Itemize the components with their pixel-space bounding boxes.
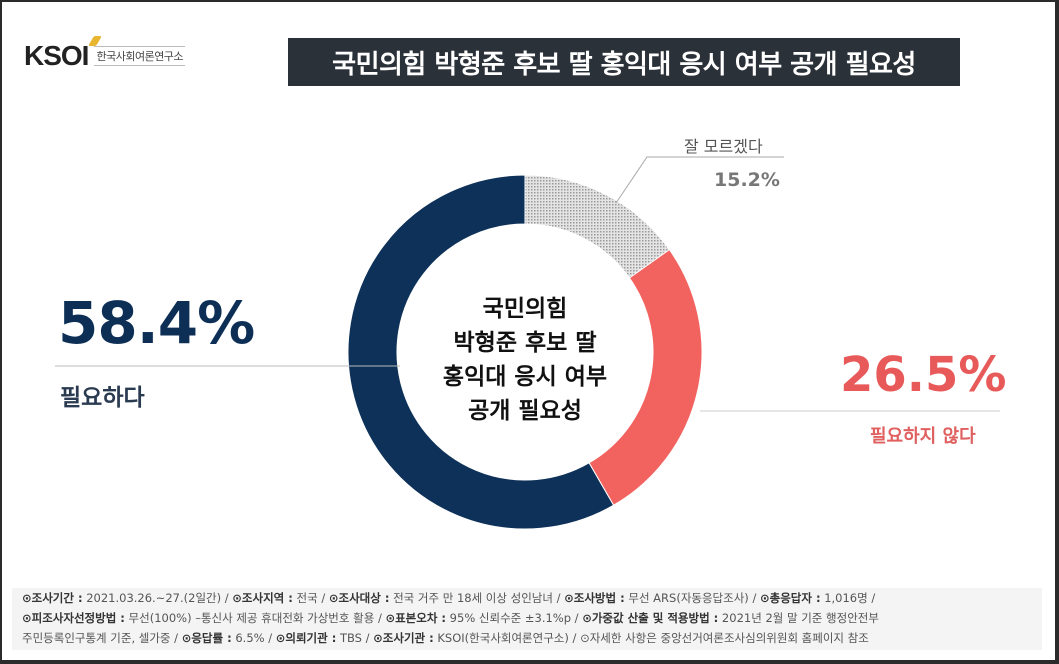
needed-percent: 58.4% [58,289,255,357]
survey-footnote: ⊙조사기간 : 2021.03.26.~27.(2일간) / ⊙조사지역 : 전… [12,588,1042,650]
center-line-4: 공개 필요성 [468,398,582,424]
needed-label: 필요하다 [60,385,145,411]
footnote-line-2: ⊙피조사자선정방법 : 무선(100%) –통신사 제공 휴대전화 가상번호 활… [22,611,879,625]
center-line-1: 국민의힘 [482,296,568,322]
ksoi-logo: KSOI 한국사회여론연구소 [24,36,186,72]
center-line-2: 박형준 후보 딸 [453,330,597,356]
dont-know-percent: 15.2% [714,169,780,191]
not-needed-label: 필요하지 않다 [870,426,976,447]
donut-center-label: 국민의힘 박형준 후보 딸 홍익대 응시 여부 공개 필요성 [405,292,645,428]
donut-slices [347,174,703,530]
footnote-line-1: ⊙조사기간 : 2021.03.26.~27.(2일간) / ⊙조사지역 : 전… [22,591,876,605]
logo-mark: KSOI [24,36,102,72]
chart-title: 국민의힘 박형준 후보 딸 홍익대 응시 여부 공개 필요성 [288,38,960,86]
logo-subtitle: 한국사회여론연구소 [94,46,186,66]
footnote-line-3: 주민등록인구통계 기준, 셀가중 / ⊙응답률 : 6.5% / ⊙의뢰기관 :… [22,631,869,645]
donut-slice-필요하다 [347,174,615,530]
donut-slice-잘 모르겠다 [524,174,671,279]
not-needed-percent: 26.5% [840,347,1007,403]
center-line-3: 홍익대 응시 여부 [442,364,608,390]
dont-know-label: 잘 모르겠다 [684,137,763,156]
leader-line-dont-know [615,156,784,204]
